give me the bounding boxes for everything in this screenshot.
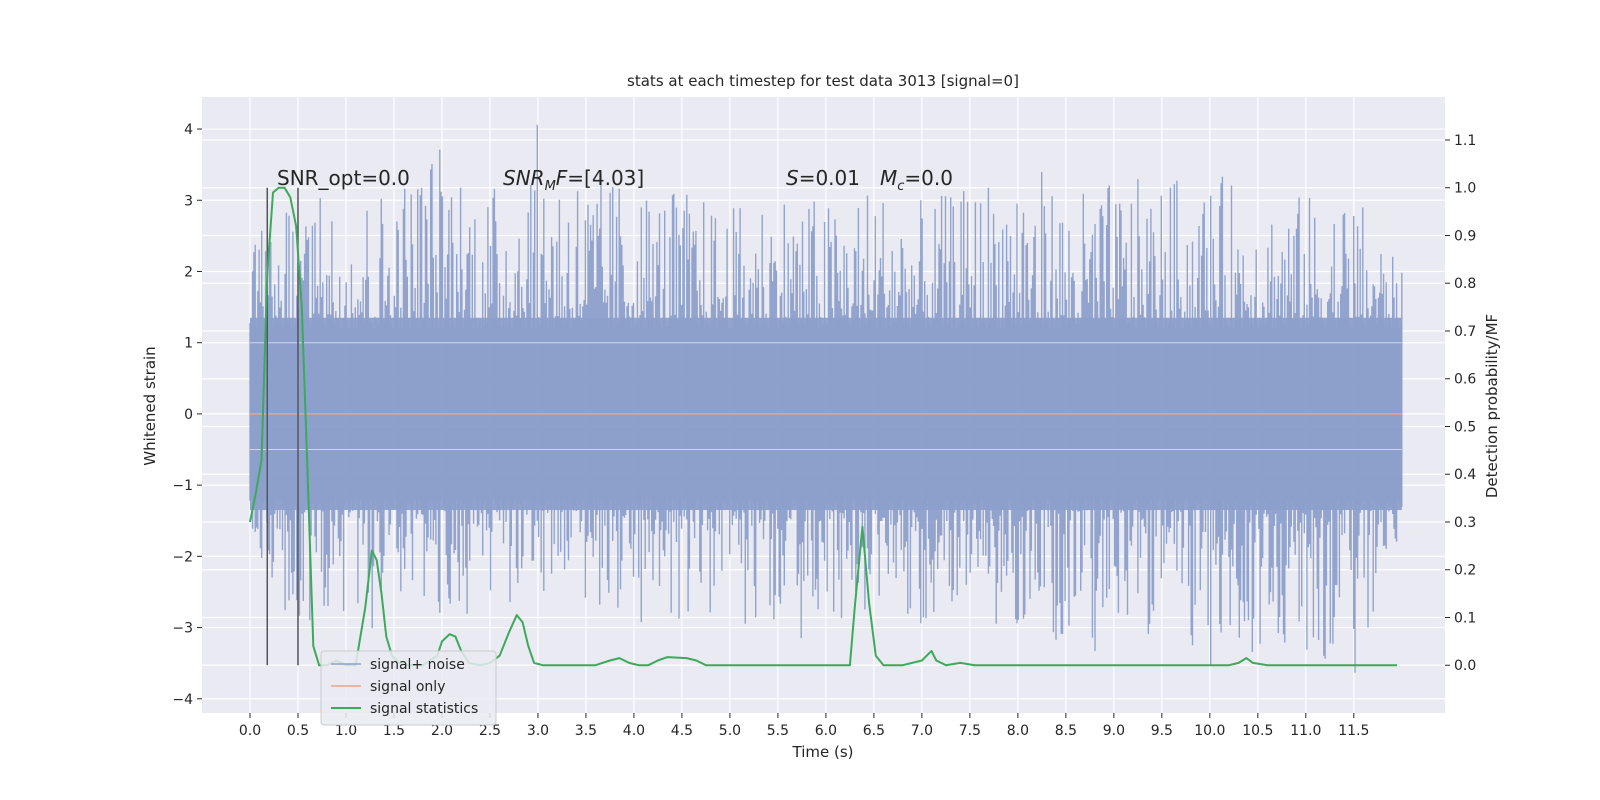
y2-tick-label: 0.8 [1454,276,1476,292]
y2-axis-label: Detection probability/MF [1483,314,1501,498]
x-tick-label: 0.5 [287,723,309,739]
annotation-mc: Mc=0.0 [880,166,953,194]
x-tick-label: 2.5 [479,723,501,739]
x-tick-label: 10.5 [1242,723,1273,739]
y2-tick-label: 0.7 [1454,324,1476,340]
y2-tick-label: 0.1 [1454,610,1476,626]
y2-tick-label: 0.5 [1454,419,1476,435]
annotation-s-stat: S=0.01 [786,166,860,190]
y-tick-label: 3 [184,193,193,209]
x-tick-label: 4.0 [623,723,645,739]
legend-label-signal-noise: signal+ noise [370,657,465,673]
legend-box [320,650,497,726]
legend-label-signal-only: signal only [370,679,445,695]
y-tick-label: 0 [184,407,193,423]
x-tick-label: 6.0 [815,723,837,739]
x-tick-label: 0.0 [239,723,261,739]
x-tick-label: 6.5 [863,723,885,739]
y-tick-label: −1 [172,478,193,494]
x-tick-label: 4.5 [671,723,693,739]
series-signal-noise [249,124,1403,673]
y-tick-label: 4 [184,122,193,138]
y2-tick-label: 0.0 [1454,658,1476,674]
y-axis-label: Whitened strain [141,346,159,465]
y2-tick-label: 1.1 [1454,133,1476,149]
chart-title: stats at each timestep for test data 301… [627,72,1019,90]
x-tick-label: 11.5 [1338,723,1369,739]
x-tick-label: 3.0 [527,723,549,739]
y2-tick-label: 0.2 [1454,563,1476,579]
x-tick-label: 1.0 [335,723,357,739]
x-tick-label: 7.0 [911,723,933,739]
y-tick-label: −2 [172,549,193,565]
legend: signal+ noise signal only signal statist… [320,650,497,726]
y-tick-label: 2 [184,264,193,280]
y2-tick-label: 0.3 [1454,515,1476,531]
x-tick-label: 10.0 [1194,723,1225,739]
x-tick-label: 8.5 [1055,723,1077,739]
x-tick-label: 5.5 [767,723,789,739]
annotation-snr-mf: SNRMF=[4.03] [503,166,644,194]
y-tick-label: −4 [172,692,193,708]
x-tick-label: 3.5 [575,723,597,739]
y2-tick-label: 1.0 [1454,181,1476,197]
y2-tick-label: 0.9 [1454,228,1476,244]
x-tick-label: 1.5 [383,723,405,739]
x-tick-label: 5.0 [719,723,741,739]
y-tick-label: −3 [172,621,193,637]
annotation-snr-opt: SNR_opt=0.0 [277,166,410,190]
x-axis-label: Time (s) [792,743,854,761]
legend-label-signal-statistics: signal statistics [370,701,478,717]
x-tick-label: 7.5 [959,723,981,739]
x-tick-label: 11.0 [1290,723,1321,739]
x-tick-label: 9.0 [1103,723,1125,739]
x-tick-label: 2.0 [431,723,453,739]
x-tick-label: 8.0 [1007,723,1029,739]
y2-tick-label: 0.6 [1454,372,1476,388]
y2-tick-label: 0.4 [1454,467,1476,483]
annotations: SNR_opt=0.0 SNRMF=[4.03] S=0.01 Mc=0.0 [277,166,953,194]
y-tick-label: 1 [184,336,193,352]
tick-labels-layer: 0.0 0.5 1.0 1.5 2.0 2.5 3.0 3.5 4.0 4.5 5.0 5.5 6.0 6… [172,122,1476,739]
x-tick-label: 9.5 [1151,723,1173,739]
